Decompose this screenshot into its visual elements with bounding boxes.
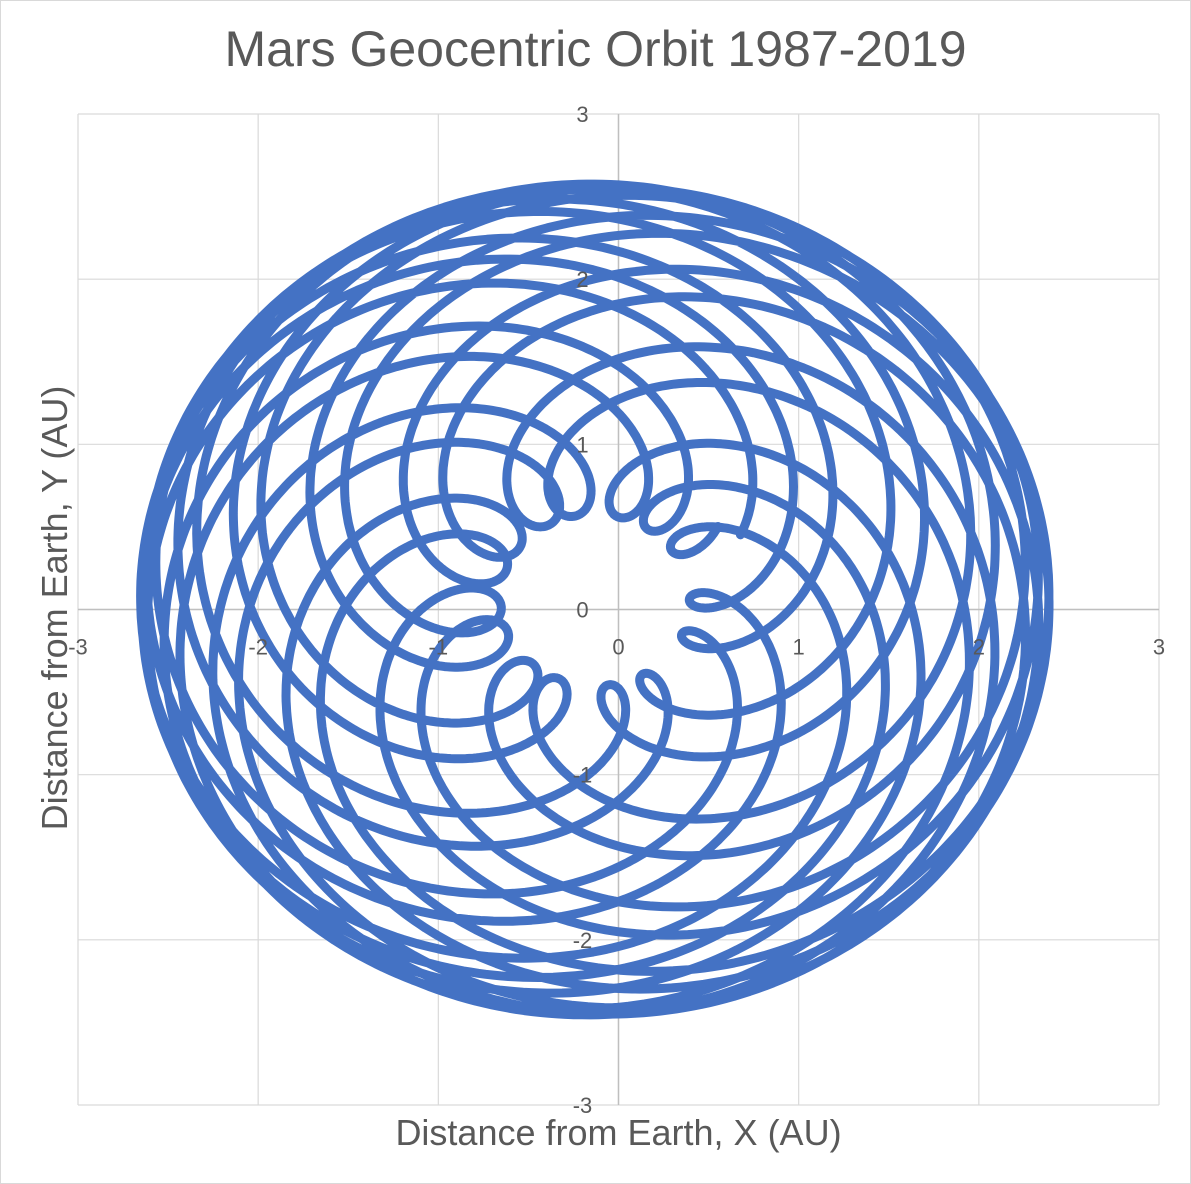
y-tick-label-6: 3 — [576, 102, 588, 127]
x-tick-label-3: 0 — [612, 635, 624, 660]
y-axis-label: Distance from Earth, Y (AU) — [34, 385, 75, 831]
x-tick-label-6: 3 — [1153, 635, 1165, 660]
x-tick-label-0: -3 — [68, 635, 88, 660]
x-tick-label-5: 2 — [973, 635, 985, 660]
y-tick-label-5: 2 — [576, 267, 588, 292]
y-tick-label-1: -2 — [573, 928, 593, 953]
y-tick-labels: -3 -2 -1 0 1 2 3 — [573, 102, 593, 1118]
x-axis-label: Distance from Earth, X (AU) — [395, 1112, 842, 1153]
x-tick-label-4: 1 — [793, 635, 805, 660]
y-tick-label-2: -1 — [573, 763, 593, 788]
y-tick-label-0: -3 — [573, 1093, 593, 1118]
chart-title: Mars Geocentric Orbit 1987-2019 — [224, 21, 967, 77]
x-tick-label-2: -1 — [429, 635, 449, 660]
y-tick-label-4: 1 — [576, 432, 588, 457]
y-tick-label-3: 0 — [576, 598, 588, 623]
axis-lines — [78, 114, 1159, 1105]
x-tick-labels: -3 -2 -1 0 1 2 3 — [68, 635, 1165, 660]
x-tick-label-1: -2 — [248, 635, 268, 660]
series-orbit-line — [136, 179, 1054, 1020]
